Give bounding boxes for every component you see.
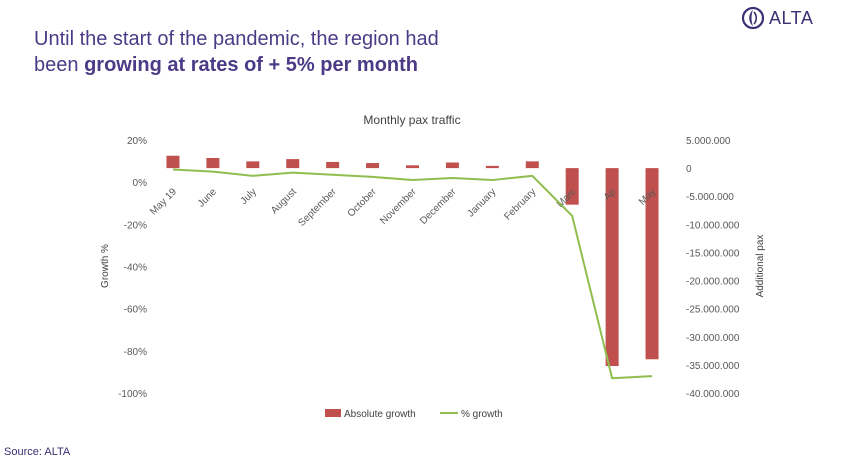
bar-absolute-growth [326,161,340,169]
page-title: Until the start of the pandemic, the reg… [34,26,439,78]
headline-line1: Until the start of the pandemic, the reg… [34,28,439,50]
bar-absolute-growth [246,161,260,169]
y-tick-label: -60% [124,305,147,316]
bar-absolute-growth [406,165,419,169]
bar-absolute-growth [485,165,499,169]
y2-tick-label: 5.000.000 [686,136,731,147]
bar-absolute-growth [166,155,180,169]
y2-axis-label: Additional pax [755,235,766,298]
x-tick-label: October [346,186,379,219]
y2-tick-label: -10.000.000 [686,220,740,231]
y2-tick-label: -35.000.000 [686,361,740,372]
line-pct-growth [172,168,653,380]
legend-label-line: % growth [461,409,503,420]
y2-tick-label: -25.000.000 [686,305,740,316]
y-tick-label: -100% [118,389,147,400]
y-tick-label: 20% [127,136,147,147]
alta-swirl-icon [741,6,765,30]
headline-emphasis: growing at rates of + 5% per month [84,54,418,76]
bar-absolute-growth [286,159,300,169]
x-tick-label: January [466,187,499,220]
bar-absolute-growth [565,168,579,205]
x-tick-label: February [502,187,538,223]
x-tick-label: July [239,187,259,207]
bar-absolute-growth [445,162,459,169]
bar-absolute-growth [206,157,220,169]
y2-tick-label: 0 [686,164,692,175]
y-tick-label: -20% [124,220,147,231]
y-tick-label: 0% [133,178,148,189]
source-note: Source: ALTA [4,446,71,458]
logo-text: ALTA [769,7,814,28]
bar-absolute-growth [525,161,539,169]
chart-title: Monthly pax traffic [363,113,460,127]
y2-tick-label: -5.000.000 [686,192,734,203]
y2-tick-label: -15.000.000 [686,248,740,259]
alta-logo: ALTA [741,6,813,30]
y2-tick-label: -20.000.000 [686,277,740,288]
y-axis-label: Growth % [100,244,111,288]
bar-absolute-growth [366,163,380,169]
bar-absolute-growth [645,168,659,360]
y-tick-label: -40% [124,263,147,274]
x-tick-label: November [378,186,419,227]
x-tick-label: September [296,186,339,229]
y2-tick-label: -40.000.000 [686,389,740,400]
x-tick-label: May 19 [148,186,179,217]
bar-absolute-growth [605,168,619,367]
x-tick-label: December [418,186,459,227]
headline-line2: been [34,54,85,76]
y-tick-label: -80% [124,347,147,358]
legend-label-bars: Absolute growth [344,409,416,420]
y2-tick-label: -30.000.000 [686,333,740,344]
legend-swatch-bars [325,409,341,417]
x-tick-label: June [196,186,219,209]
x-tick-label: August [269,186,299,216]
monthly-pax-chart: Monthly pax traffic 20% 0% -20% -40% -60% -80%… [100,113,766,420]
